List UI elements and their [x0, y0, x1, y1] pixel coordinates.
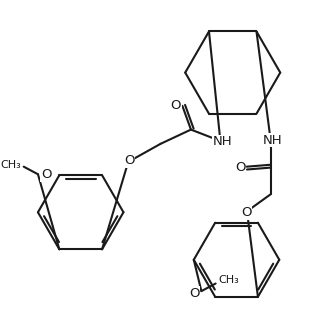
Text: CH₃: CH₃ [0, 160, 21, 170]
Text: O: O [189, 286, 200, 300]
Text: O: O [124, 155, 134, 167]
Text: O: O [241, 206, 251, 219]
Text: CH₃: CH₃ [218, 275, 239, 285]
Text: NH: NH [213, 135, 232, 148]
Text: O: O [235, 161, 245, 174]
Text: O: O [171, 99, 181, 112]
Text: NH: NH [263, 133, 282, 147]
Text: O: O [41, 168, 51, 181]
